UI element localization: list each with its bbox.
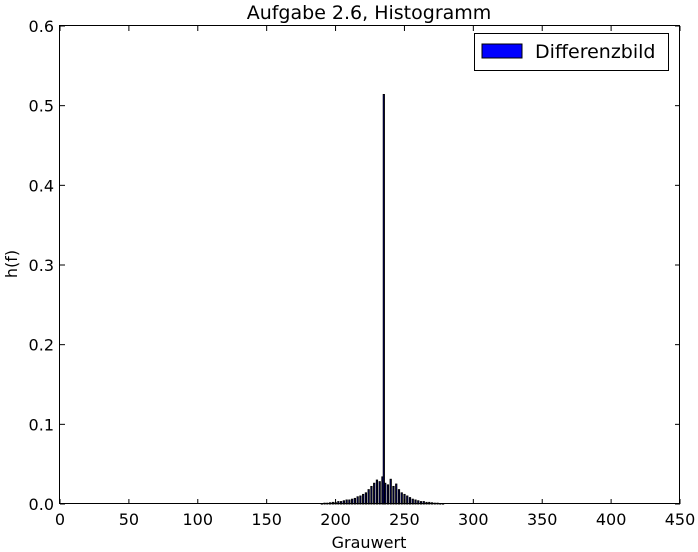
y-axis-ticks: 0.0 0.1 0.2 0.3 0.4 0.5 0.6	[29, 17, 680, 514]
x-tick-label: 250	[389, 510, 420, 529]
histogram-bar	[392, 485, 395, 505]
y-tick-label: 0.1	[29, 415, 54, 434]
x-axis-ticks: 0 50 100 150 200 250 300 350 400 450	[55, 26, 695, 529]
histogram-bar	[364, 492, 368, 505]
histogram-bar	[373, 482, 376, 505]
histogram-bar	[395, 483, 398, 505]
y-tick-label: 0.6	[29, 17, 54, 36]
legend-entry-differenzbild: Differenzbild	[535, 41, 655, 63]
histogram-bar	[370, 485, 373, 505]
x-tick-label: 100	[183, 510, 214, 529]
x-tick-label: 50	[119, 510, 139, 529]
x-axis-label: Grauwert	[332, 533, 407, 552]
histogram-bar	[359, 495, 362, 505]
histogram-bar	[367, 489, 370, 505]
histogram-bar	[389, 478, 392, 505]
x-tick-label: 450	[665, 510, 696, 529]
x-tick-label: 0	[55, 510, 65, 529]
histogram-bar	[382, 94, 385, 505]
bars-group	[320, 94, 445, 505]
legend: Differenzbild	[474, 33, 669, 71]
histogram-bar	[378, 481, 381, 505]
histogram-bar	[397, 489, 401, 505]
y-axis-label: h(f)	[2, 250, 21, 278]
x-tick-label: 350	[527, 510, 558, 529]
chart-title: Aufgabe 2.6, Histogramm	[247, 2, 492, 24]
histogram-bar	[386, 484, 390, 505]
histogram-bar	[400, 492, 403, 505]
x-tick-label: 200	[320, 510, 351, 529]
x-tick-label: 300	[458, 510, 489, 529]
x-tick-label: 150	[251, 510, 282, 529]
histogram-bar	[384, 482, 387, 505]
y-tick-label: 0.5	[29, 97, 54, 116]
legend-swatch	[481, 43, 523, 59]
histogram-bar	[362, 493, 365, 505]
histogram-bar	[406, 495, 409, 505]
histogram-bar	[375, 479, 379, 505]
y-tick-label: 0.2	[29, 336, 54, 355]
y-tick-label: 0.3	[29, 256, 54, 275]
y-tick-label: 0.0	[29, 495, 54, 514]
y-tick-label: 0.4	[29, 176, 54, 195]
x-tick-label: 400	[596, 510, 627, 529]
histogram-bar	[356, 496, 359, 505]
